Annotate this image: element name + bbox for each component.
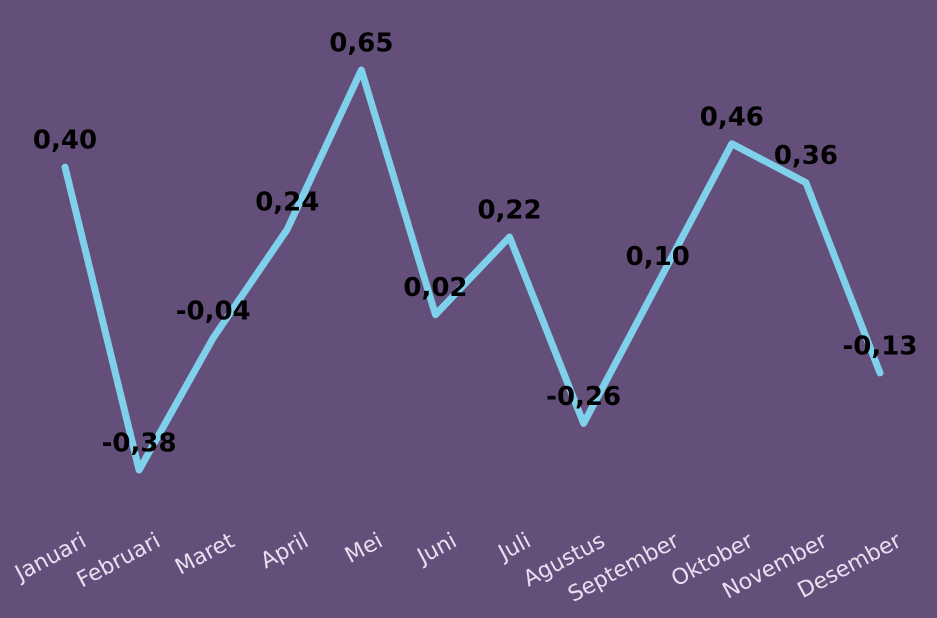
data-label: 0,24	[255, 188, 319, 218]
data-label: -0,38	[102, 429, 177, 459]
data-label: -0,26	[546, 382, 621, 412]
data-label: 0,02	[403, 273, 467, 303]
data-label: 0,22	[477, 195, 541, 225]
data-label: 0,10	[626, 242, 690, 272]
data-label: -0,04	[176, 296, 251, 326]
data-label: -0,13	[843, 331, 918, 361]
data-label: 0,40	[33, 126, 97, 156]
data-label: 0,36	[774, 141, 838, 171]
data-label: 0,46	[700, 102, 764, 132]
line	[61, 66, 884, 474]
data-label: 0,65	[329, 29, 393, 59]
